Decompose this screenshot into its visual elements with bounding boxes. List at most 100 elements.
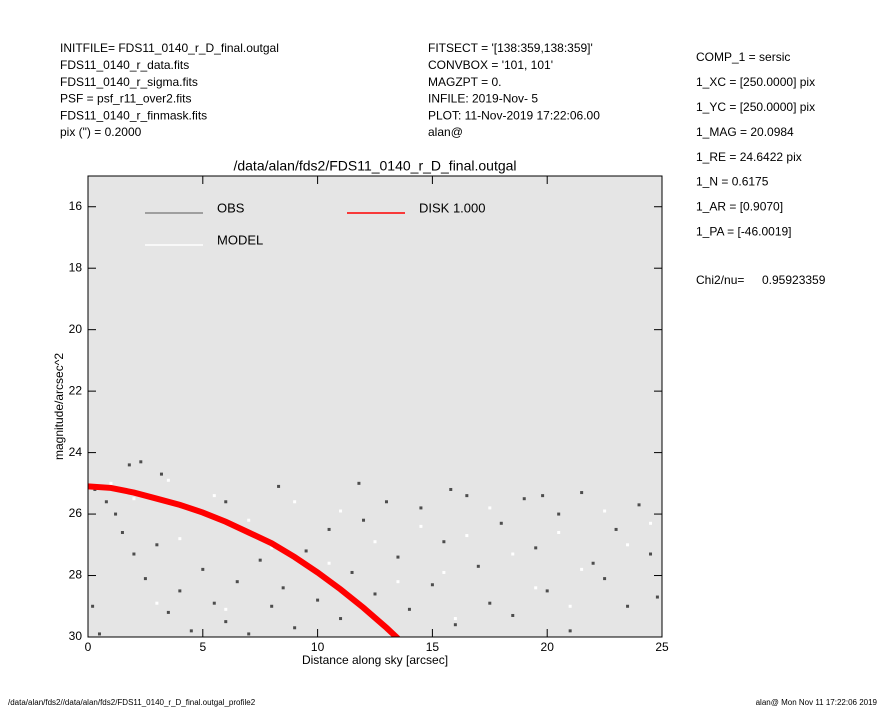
header-line: INITFILE= FDS11_0140_r_D_final.outgal	[60, 41, 279, 55]
y-tick-label: 18	[69, 260, 83, 274]
data-point	[557, 512, 561, 516]
data-point	[407, 607, 411, 611]
data-point	[155, 543, 159, 547]
x-tick-label: 0	[85, 640, 92, 654]
data-point	[580, 491, 584, 495]
header-line: FDS11_0140_r_sigma.fits	[60, 75, 198, 89]
plot-content	[88, 460, 659, 637]
data-point	[453, 623, 457, 627]
header-line: CONVBOX = '101, 101'	[428, 58, 553, 72]
legend-label: MODEL	[217, 232, 263, 247]
data-point	[649, 552, 653, 556]
footer-right: alan@ Mon Nov 11 17:22:06 2019	[756, 698, 878, 707]
data-point	[212, 601, 216, 605]
data-point	[534, 546, 538, 550]
data-point	[350, 570, 354, 574]
data-point	[270, 604, 274, 608]
data-point	[159, 472, 163, 476]
legend-label: DISK 1.000	[419, 200, 486, 215]
y-axis-label: magnitude/arcsec^2	[52, 353, 66, 460]
data-point	[91, 604, 95, 608]
data-point	[511, 552, 515, 556]
data-point	[304, 549, 308, 553]
data-point	[114, 512, 118, 516]
data-point	[603, 577, 607, 581]
param: 1_AR = [0.9070]	[696, 200, 783, 214]
data-point	[476, 564, 480, 568]
data-point	[277, 484, 281, 488]
data-point	[396, 555, 400, 559]
data-point	[442, 540, 446, 544]
data-point	[557, 531, 561, 535]
header-line: FDS11_0140_r_data.fits	[60, 58, 189, 72]
data-point	[534, 586, 538, 590]
footer-left: /data/alan/fds2//data/alan/fds2/FDS11_01…	[8, 698, 256, 707]
x-tick-label: 10	[311, 640, 325, 654]
param: COMP_1 = sersic	[696, 50, 790, 64]
header-line: PSF = psf_r11_over2.fits	[60, 92, 192, 106]
data-point	[327, 561, 331, 565]
data-point	[568, 604, 572, 608]
data-point	[316, 598, 320, 602]
param: 1_YC = [250.0000] pix	[696, 100, 815, 114]
data-point	[201, 567, 205, 571]
y-tick-label: 16	[69, 199, 83, 213]
data-point	[522, 497, 526, 501]
plot-area	[88, 176, 662, 637]
data-point	[442, 570, 446, 574]
x-tick-label: 20	[541, 640, 555, 654]
data-point	[104, 500, 108, 504]
data-point	[247, 632, 251, 636]
header-line: alan@	[428, 125, 463, 139]
header-line: FDS11_0140_r_finmask.fits	[60, 108, 207, 122]
data-point	[419, 506, 423, 510]
param: 1_RE = 24.6422 pix	[696, 150, 802, 164]
x-tick-label: 25	[655, 640, 669, 654]
data-point	[580, 567, 584, 571]
data-point	[488, 601, 492, 605]
x-tick-label: 5	[199, 640, 206, 654]
y-tick-label: 22	[69, 383, 83, 397]
data-point	[339, 509, 343, 513]
data-point	[655, 595, 659, 599]
y-tick-label: 28	[69, 568, 83, 582]
data-point	[453, 617, 457, 621]
data-point	[109, 481, 113, 485]
data-point	[488, 506, 492, 510]
data-point	[132, 552, 136, 556]
data-point	[132, 497, 136, 501]
header-line: MAGZPT = 0.	[428, 75, 501, 89]
header-line: pix (") = 0.2000	[60, 125, 142, 139]
header-line: FITSECT = '[138:359,138:359]'	[428, 41, 593, 55]
data-point	[247, 518, 251, 522]
data-point	[373, 592, 377, 596]
data-point	[327, 527, 331, 531]
data-point	[281, 586, 285, 590]
y-tick-label: 20	[69, 322, 83, 336]
data-point	[293, 500, 297, 504]
chart-title: /data/alan/fds2/FDS11_0140_r_D_final.out…	[233, 158, 516, 174]
data-point	[166, 478, 170, 482]
x-tick-label: 15	[426, 640, 440, 654]
data-point	[614, 527, 618, 531]
plot-frame	[87, 175, 663, 638]
data-point	[224, 500, 228, 504]
data-point	[178, 537, 182, 541]
data-point	[143, 577, 147, 581]
data-point	[649, 521, 653, 525]
data-point	[224, 607, 228, 611]
data-point	[626, 604, 630, 608]
data-point	[357, 481, 361, 485]
data-point	[591, 561, 595, 565]
header-line: INFILE: 2019-Nov- 5	[428, 92, 538, 106]
param: 1_MAG = 20.0984	[696, 125, 794, 139]
y-tick-label: 30	[69, 629, 83, 643]
param: 1_XC = [250.0000] pix	[696, 75, 815, 89]
data-point	[449, 487, 453, 491]
data-point	[178, 589, 182, 593]
x-axis-label: Distance along sky [arcsec]	[302, 653, 448, 667]
data-point	[362, 518, 366, 522]
data-point	[430, 583, 434, 587]
data-point	[270, 546, 274, 550]
data-point	[637, 503, 641, 507]
